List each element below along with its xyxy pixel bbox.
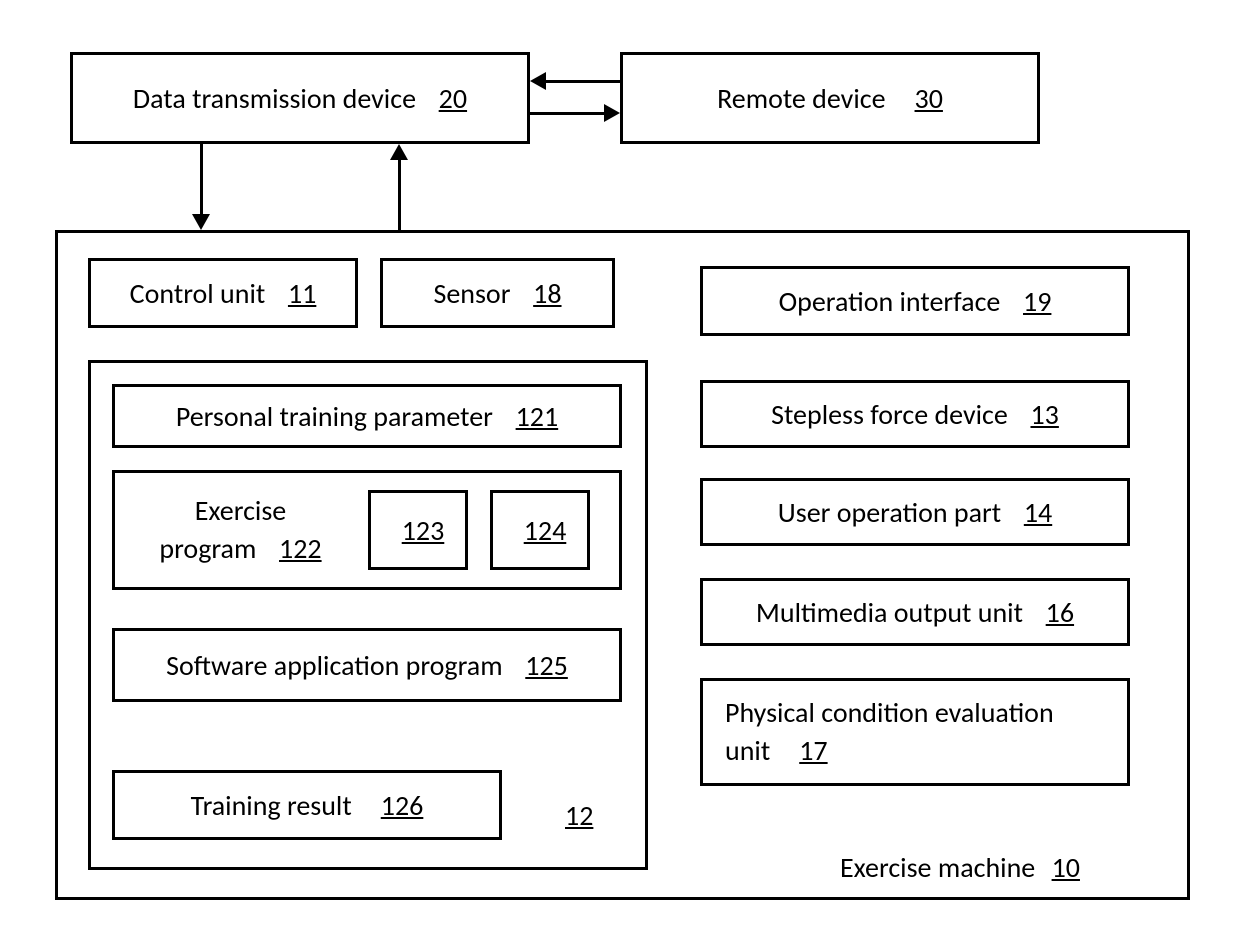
multimedia-output-box: Multimedia output unit 16 bbox=[700, 578, 1130, 646]
training-result-box: Training result 126 bbox=[112, 770, 502, 840]
phys-cond-label: Physical condition evaluation unit 17 bbox=[725, 694, 1117, 770]
personal-training-param-box: Personal training parameter 121 bbox=[112, 384, 622, 448]
operation-interface-box: Operation interface 19 bbox=[700, 266, 1130, 336]
user-operation-part-box: User operation part 14 bbox=[700, 478, 1130, 546]
control-unit-label: Control unit 11 bbox=[130, 276, 317, 311]
memory-block-ref: 12 bbox=[555, 798, 593, 833]
user-operation-part-label: User operation part 14 bbox=[778, 495, 1052, 530]
arrow-machine-up-line bbox=[398, 160, 401, 230]
operation-interface-label: Operation interface 19 bbox=[779, 284, 1052, 319]
arrow-dtd-down-head bbox=[192, 214, 210, 230]
remote-device-label: Remote device 30 bbox=[717, 81, 943, 116]
data-transmission-label: Data transmission device 20 bbox=[133, 81, 467, 116]
arrow-remote-to-dtd-head bbox=[530, 72, 546, 90]
personal-training-param-label: Personal training parameter 121 bbox=[176, 399, 558, 434]
arrow-machine-up-head bbox=[390, 144, 408, 160]
sub-123-box: 123 bbox=[368, 490, 468, 570]
sub-124-box: 124 bbox=[490, 490, 590, 570]
arrow-remote-to-dtd-line bbox=[546, 80, 620, 83]
stepless-force-label: Stepless force device 13 bbox=[771, 397, 1059, 432]
sub-123-label: 123 bbox=[392, 513, 445, 548]
exercise-machine-label: Exercise machine 10 bbox=[840, 850, 1080, 885]
arrow-dtd-down-line bbox=[200, 144, 203, 214]
control-unit-box: Control unit 11 bbox=[88, 258, 358, 328]
stepless-force-box: Stepless force device 13 bbox=[700, 380, 1130, 448]
software-app-label: Software application program 125 bbox=[166, 648, 568, 683]
software-app-box: Software application program 125 bbox=[112, 628, 622, 702]
exercise-program-label: Exercise program 122 bbox=[143, 492, 338, 568]
arrow-dtd-to-remote-head bbox=[604, 104, 620, 122]
sub-124-label: 124 bbox=[514, 513, 567, 548]
data-transmission-box: Data transmission device 20 bbox=[70, 52, 530, 144]
phys-cond-box: Physical condition evaluation unit 17 bbox=[700, 678, 1130, 786]
arrow-dtd-to-remote-line bbox=[530, 112, 604, 115]
sensor-box: Sensor 18 bbox=[380, 258, 615, 328]
remote-device-box: Remote device 30 bbox=[620, 52, 1040, 144]
training-result-label: Training result 126 bbox=[191, 788, 424, 823]
multimedia-output-label: Multimedia output unit 16 bbox=[756, 595, 1074, 630]
sensor-label: Sensor 18 bbox=[433, 276, 561, 311]
